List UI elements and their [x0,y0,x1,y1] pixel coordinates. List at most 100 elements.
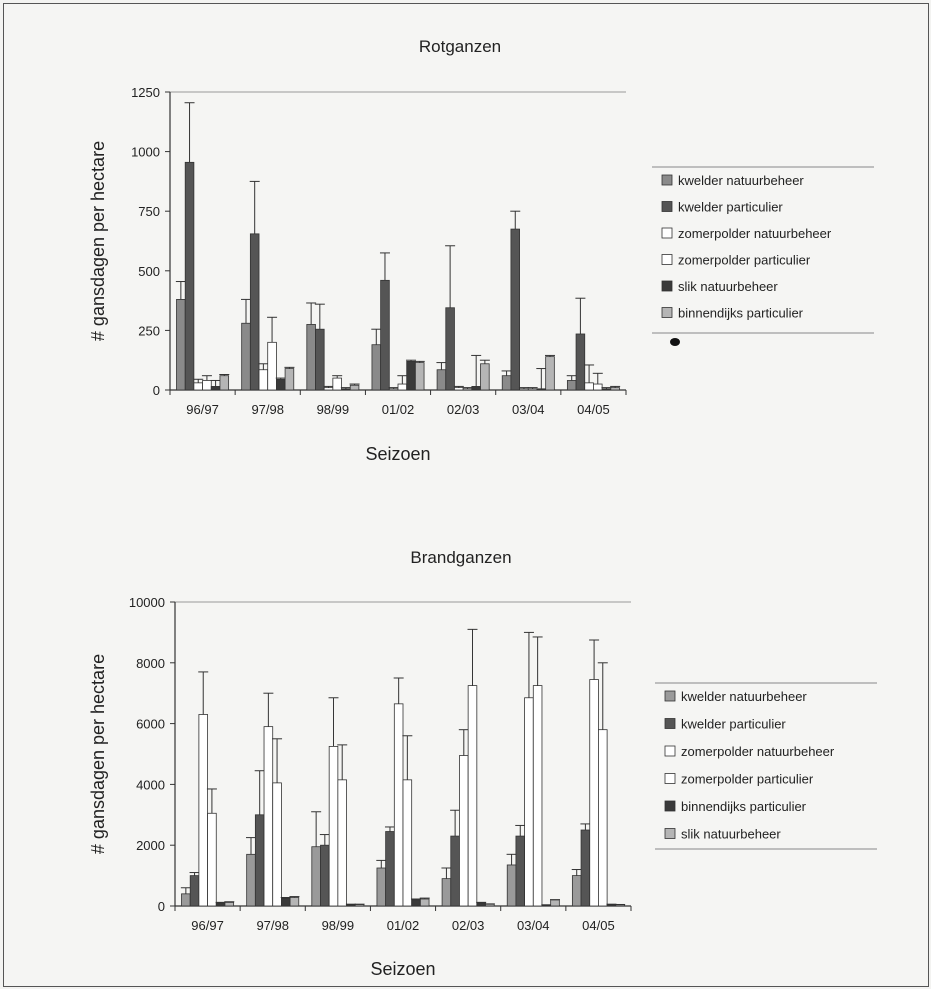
bar [215,902,226,907]
legend-swatch [661,201,673,212]
x-tick-label: 96/97 [191,918,224,933]
bar [462,388,473,391]
bar [411,899,421,907]
x-tick-label: 04/05 [582,918,615,933]
y-tick-label: 2000 [136,838,165,853]
bar [454,387,464,391]
bar [506,864,517,907]
bar [515,835,526,907]
bar [527,388,538,391]
bar [184,161,195,391]
bar [388,388,399,391]
y-tick-label: 0 [158,899,165,914]
legend-label: zomerpolder particulier [681,772,814,787]
bar [354,904,365,907]
legend-label: kwelder particulier [681,717,786,732]
y-tick-label: 1000 [131,145,160,160]
bar [202,380,212,391]
bar [320,844,330,907]
bar [406,360,416,391]
bar [445,307,455,391]
bar [263,726,274,907]
bar [267,341,277,391]
x-tick-label: 97/98 [256,918,289,933]
x-tick-label: 02/03 [447,402,480,417]
bar [571,875,582,907]
bar [601,388,612,391]
bar [210,386,221,391]
bar [393,703,404,907]
legend-swatch [664,800,676,812]
bar [397,383,408,391]
bar [258,369,269,391]
bar [328,746,339,907]
legend-label: binnendijks particulier [681,799,807,814]
legend-label: kwelder natuurbeheer [678,173,804,188]
bar [198,714,208,907]
bar [471,386,481,391]
bar [485,903,495,907]
bar [181,893,191,907]
bar [476,902,486,907]
bar [580,829,591,907]
bar [219,375,230,391]
bar [480,363,490,391]
legend-swatch [664,773,676,784]
bar [598,729,608,907]
bar [306,324,316,391]
bar [519,388,529,391]
bar [532,685,543,907]
legend-label: slik natuurbeheer [681,827,781,842]
bar [189,875,200,907]
bar [436,369,447,391]
x-tick-label: 98/99 [317,402,350,417]
chart-title: Brandganzen [410,548,511,567]
bar [380,279,390,391]
bar [566,380,577,391]
chart-2: Brandganzen 0 2000 4000 6000 8000 10000 # gansd… [88,548,877,979]
bar [610,387,620,391]
y-axis-label: # gansdagen per hectare [88,141,108,341]
bar [284,368,295,391]
bar [224,901,235,907]
x-tick-label: 01/02 [382,402,415,417]
y-axis-label: # gansdagen per hectare [88,654,108,854]
legend-swatch [664,828,676,839]
bar [589,679,599,907]
bar [346,904,356,907]
bar [376,867,387,907]
bar [323,387,334,391]
legend-label: zomerpolder natuurbeheer [681,744,835,759]
legend-label: kwelder particulier [678,200,783,215]
legend-swatch [664,690,676,702]
x-tick-label: 98/99 [322,918,355,933]
bar [510,228,520,391]
bar [575,333,586,391]
legend-label: binnendijks particulier [678,306,804,321]
bar [536,388,547,391]
y-tick-label: 4000 [136,777,165,792]
chart-1: Rotganzen 0 250 500 750 1000 1250 # gansdagen p… [88,37,874,464]
legend-swatch [661,174,673,186]
legend-label: kwelder natuurbeheer [681,689,807,704]
bar [385,831,395,907]
y-tick-label: 8000 [136,656,165,671]
x-axis-label: Seizoen [365,444,430,464]
y-tick-label: 750 [138,204,160,219]
legend-swatch [661,227,673,239]
y-tick-label: 6000 [136,717,165,732]
bar [584,382,594,391]
bar [501,375,512,391]
bar [414,362,425,391]
bar [441,878,452,907]
bar [193,382,203,391]
x-tick-label: 02/03 [452,918,485,933]
x-axis-label: Seizoen [370,959,435,979]
x-tick-label: 96/97 [186,402,219,417]
bar [272,782,282,907]
legend-label: zomerpolder natuurbeheer [678,226,832,241]
legend-label: slik natuurbeheer [678,279,778,294]
bar [249,233,260,391]
x-tick-label: 03/04 [512,402,545,417]
